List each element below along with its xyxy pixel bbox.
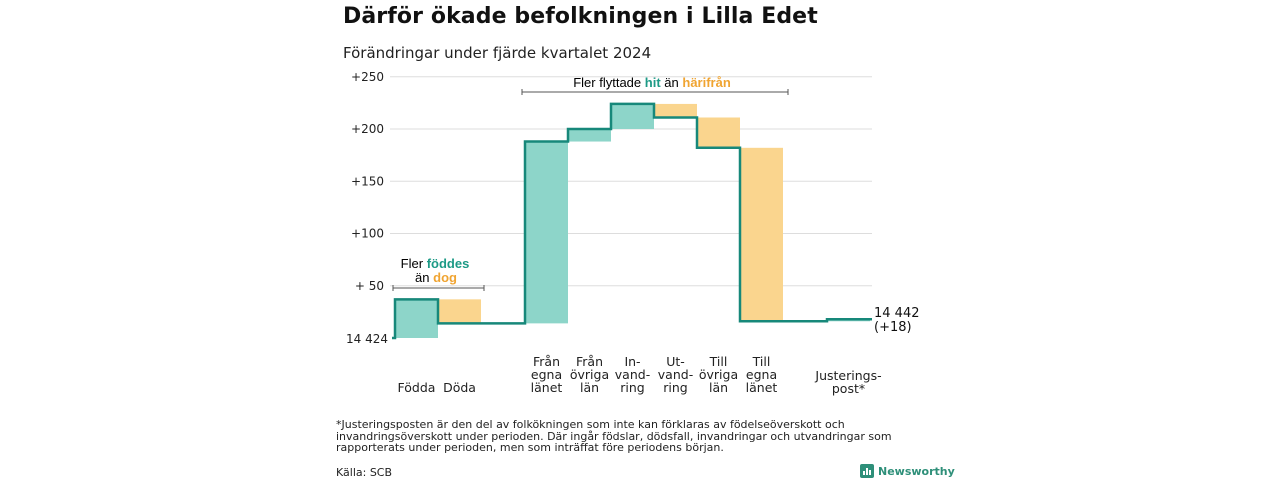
waterfall-chart: + 50+100+150+200+250 Födda DödaFrånegnalä… xyxy=(346,70,920,396)
category-label: Justerings- xyxy=(814,368,881,383)
bar-5 xyxy=(611,103,654,129)
brand-name: Newsworthy xyxy=(878,464,955,478)
bar-7 xyxy=(697,117,740,148)
end-change-label: (+18) xyxy=(874,320,912,335)
y-tick-label: +150 xyxy=(351,174,384,188)
births-annotation-highlight: föddes xyxy=(427,256,470,271)
deaths-annotation-highlight: dog xyxy=(433,270,457,285)
category-label: länet xyxy=(531,380,563,395)
svg-text:Fler flyttade hit: Fler flyttade hit än härifrån xyxy=(573,75,731,90)
category-label: egna xyxy=(746,367,777,382)
source-label: Källa: SCB xyxy=(336,466,393,479)
chart-subtitle: Förändringar under fjärde kvartalet 2024 xyxy=(343,44,652,62)
category-label: Döda xyxy=(443,380,476,395)
y-tick-label: +250 xyxy=(351,70,384,84)
births-annotation-text: Fler xyxy=(401,256,424,271)
moves-in-highlight: hit xyxy=(645,75,662,90)
chart-title: Därför ökade befolkningen i Lilla Edet xyxy=(343,4,818,29)
bar-8 xyxy=(740,147,783,322)
category-label: Från xyxy=(576,354,603,369)
bar-4 xyxy=(568,129,611,142)
deaths-annotation-text: än xyxy=(415,270,429,285)
bar-2 xyxy=(438,299,481,324)
category-label: län xyxy=(580,380,599,395)
newsworthy-logo-icon xyxy=(860,464,874,478)
category-label: Till xyxy=(709,354,728,369)
category-label: län xyxy=(709,380,728,395)
category-label: In- xyxy=(624,354,640,369)
category-label: länet xyxy=(746,380,778,395)
start-value-label: 14 424 xyxy=(346,332,388,346)
category-label: ring xyxy=(620,380,644,395)
bar-1 xyxy=(395,299,438,338)
category-label: Till xyxy=(752,354,771,369)
moves-annotation: Fler flyttade hit än härifrån xyxy=(521,75,789,95)
moves-out-highlight: härifrån xyxy=(682,75,730,90)
category-label: Födda xyxy=(398,380,436,395)
category-label: övriga xyxy=(570,367,609,382)
svg-text:än dog: än dog xyxy=(415,270,457,285)
category-label: övriga xyxy=(699,367,738,382)
footnote: *Justeringsposten är den del av folkökni… xyxy=(336,418,892,454)
category-label: Från xyxy=(533,354,560,369)
end-value-label: 14 442 xyxy=(874,306,920,321)
births-annotation: Fler föddes än dog xyxy=(392,256,485,291)
category-label: egna xyxy=(531,367,562,382)
y-tick-label: +100 xyxy=(351,227,384,241)
y-tick-label: + 50 xyxy=(355,279,384,293)
moves-annotation-text: Fler flyttade xyxy=(573,75,641,90)
brand: Newsworthy xyxy=(860,464,955,478)
population-step-line xyxy=(392,102,872,340)
grid-lines xyxy=(390,76,872,287)
category-labels: Födda DödaFrånegnalänetFrånövrigalänIn-va… xyxy=(398,354,882,396)
category-label: vand- xyxy=(658,367,693,382)
moves-annotation-middle: än xyxy=(664,75,678,90)
bar-6 xyxy=(654,103,697,118)
category-label: ring xyxy=(663,380,687,395)
y-tick-label: +200 xyxy=(351,122,384,136)
category-label: Ut- xyxy=(666,354,685,369)
category-label: post* xyxy=(832,381,865,396)
category-label: vand- xyxy=(615,367,650,382)
step-line xyxy=(392,102,872,340)
bar-3 xyxy=(525,141,568,324)
svg-text:Fler föddes: Fler föddes xyxy=(401,256,470,271)
bars xyxy=(395,103,870,338)
y-axis: + 50 +100 +150 +200 +250 xyxy=(351,70,384,293)
